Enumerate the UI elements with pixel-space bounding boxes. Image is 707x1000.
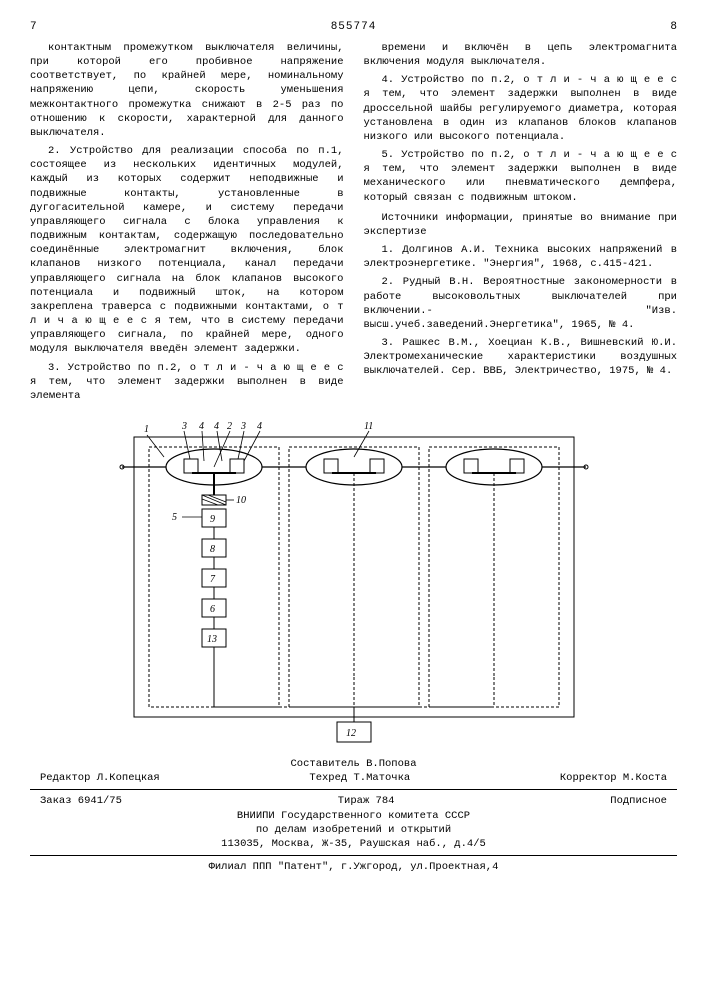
tirazh: Тираж 784 (338, 794, 395, 808)
right-p2: 4. Устройство по п.2, о т л и - ч а ю щ … (364, 73, 678, 144)
addr: 113035, Москва, Ж-35, Раушская наб., д.4… (30, 837, 677, 851)
doc-number: 855774 (331, 20, 377, 35)
left-p2: 2. Устройство для реализации способа по … (30, 144, 344, 357)
techred: Техред Т.Маточка (309, 771, 410, 785)
left-p3: 3. Устройство по п.2, о т л и - ч а ю щ … (30, 361, 344, 404)
circuit-diagram: 9 8 7 6 13 5 (114, 417, 594, 747)
source-1: 1. Долгинов А.И. Техника высоких напряже… (364, 243, 678, 271)
left-p1: контактным промежутком выключателя велич… (30, 41, 344, 140)
module-2 (289, 447, 419, 707)
footer-order: Заказ 6941/75 Тираж 784 Подписное (30, 794, 677, 808)
svg-text:2: 2 (227, 421, 232, 432)
svg-text:3: 3 (240, 421, 246, 432)
svg-text:4: 4 (257, 421, 262, 432)
editor: Редактор Л.Копецкая (40, 771, 160, 785)
page-left: 7 (30, 20, 37, 35)
header-row: 7 855774 8 (30, 20, 677, 35)
left-column: контактным промежутком выключателя велич… (30, 41, 344, 407)
svg-text:12: 12 (346, 728, 356, 739)
filial: Филиал ППП "Патент", г.Ужгород, ул.Проек… (30, 860, 677, 874)
svg-text:6: 6 (210, 604, 215, 615)
svg-text:13: 13 (207, 634, 217, 645)
svg-text:8: 8 (210, 544, 215, 555)
order: Заказ 6941/75 (40, 794, 122, 808)
svg-text:4: 4 (199, 421, 204, 432)
footer-credits: Редактор Л.Копецкая Техред Т.Маточка Кор… (30, 771, 677, 785)
sources-title: Источники информации, принятые во вниман… (364, 211, 678, 239)
svg-text:10: 10 (236, 495, 246, 506)
svg-text:9: 9 (210, 514, 215, 525)
source-3: 3. Рашкес В.М., Хоециан К.В., Вишневский… (364, 336, 678, 379)
text-columns: контактным промежутком выключателя велич… (30, 41, 677, 407)
svg-text:11: 11 (364, 421, 373, 432)
svg-text:7: 7 (210, 574, 216, 585)
svg-text:1: 1 (144, 424, 149, 435)
org2: по делам изобретений и открытий (30, 823, 677, 837)
module-3 (429, 447, 559, 707)
corrector: Корректор М.Коста (560, 771, 667, 785)
right-p3: 5. Устройство по п.2, о т л и - ч а ю щ … (364, 148, 678, 205)
footer: Составитель В.Попова Редактор Л.Копецкая… (30, 757, 677, 874)
right-column: времени и включён в цепь электромагнита … (364, 41, 678, 407)
module-1: 9 8 7 6 13 5 (149, 447, 279, 707)
svg-text:3: 3 (181, 421, 187, 432)
org1: ВНИИПИ Государственного комитета СССР (30, 809, 677, 823)
svg-text:4: 4 (214, 421, 219, 432)
svg-text:5: 5 (172, 512, 177, 523)
compiler: Составитель В.Попова (30, 757, 677, 771)
right-p1: времени и включён в цепь электромагнита … (364, 41, 678, 69)
podpis: Подписное (610, 794, 667, 808)
page-right: 8 (670, 20, 677, 35)
source-2: 2. Рудный В.Н. Вероятностные закономерно… (364, 275, 678, 332)
